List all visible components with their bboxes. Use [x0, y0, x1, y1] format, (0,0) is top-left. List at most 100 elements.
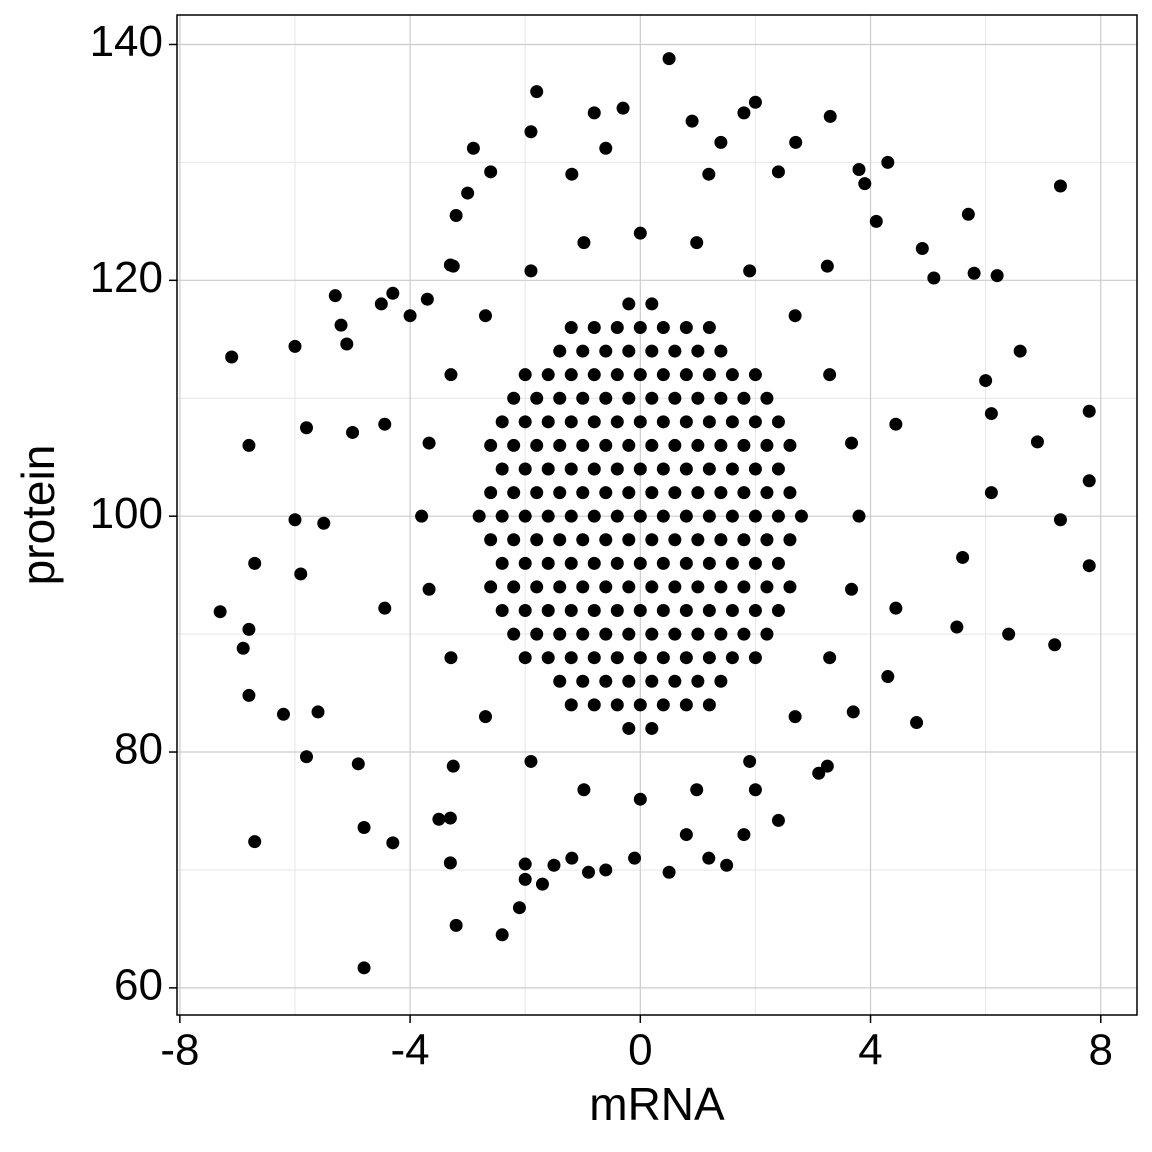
point [374, 297, 388, 311]
point [565, 167, 579, 181]
point [720, 858, 734, 872]
point [346, 425, 360, 439]
point [656, 415, 670, 429]
point [748, 556, 762, 570]
point [351, 757, 365, 771]
point [553, 533, 567, 547]
point [299, 421, 313, 435]
y-tick-label: 100 [90, 489, 163, 538]
point [386, 836, 400, 850]
point [403, 309, 417, 323]
point [622, 391, 636, 405]
x-tick-label: 8 [1088, 1026, 1112, 1075]
point [748, 651, 762, 665]
point [1013, 344, 1027, 358]
point [564, 651, 578, 665]
point [334, 318, 348, 332]
point [725, 604, 739, 618]
point [1002, 627, 1016, 641]
point [783, 438, 797, 452]
point [633, 651, 647, 665]
point [702, 462, 716, 476]
point [679, 415, 693, 429]
point [984, 407, 998, 421]
point [213, 605, 227, 619]
point [910, 716, 924, 730]
point [656, 509, 670, 523]
point [783, 486, 797, 500]
point [714, 486, 728, 500]
point [714, 627, 728, 641]
point [633, 509, 647, 523]
point [702, 415, 716, 429]
point [820, 759, 834, 773]
point [668, 486, 682, 500]
point [576, 391, 590, 405]
point [748, 604, 762, 618]
point [714, 533, 728, 547]
point [748, 95, 762, 109]
point [881, 670, 895, 684]
point [823, 109, 837, 123]
point [852, 162, 866, 176]
point [1082, 559, 1096, 573]
point [679, 509, 693, 523]
point [530, 391, 544, 405]
point [576, 344, 590, 358]
point [645, 580, 659, 594]
point [979, 374, 993, 388]
point [702, 321, 716, 334]
point [820, 259, 834, 273]
point [714, 391, 728, 405]
point [794, 509, 808, 523]
point [852, 509, 866, 523]
point [690, 236, 704, 250]
point [294, 567, 308, 581]
point [466, 141, 480, 155]
point [449, 918, 463, 932]
point [714, 438, 728, 452]
point [484, 580, 498, 594]
point [478, 710, 492, 724]
point [771, 415, 785, 429]
point [541, 556, 555, 570]
point [737, 533, 751, 547]
point [743, 264, 757, 278]
y-axis-label: protein [12, 445, 64, 586]
point [760, 391, 774, 405]
point [679, 368, 693, 382]
point [633, 226, 647, 240]
x-tick-label: 0 [628, 1026, 652, 1075]
point [622, 438, 636, 452]
point [518, 872, 532, 886]
point [610, 368, 624, 382]
point [317, 516, 331, 530]
point [691, 533, 705, 547]
point [378, 601, 392, 615]
point [823, 368, 837, 382]
point [771, 509, 785, 523]
point [645, 344, 659, 358]
point [242, 438, 256, 452]
point [737, 627, 751, 641]
point [789, 135, 803, 149]
point [553, 391, 567, 405]
point [576, 438, 590, 452]
point [771, 604, 785, 618]
point [530, 438, 544, 452]
point [444, 651, 458, 665]
point [691, 486, 705, 500]
point [1082, 404, 1096, 418]
point [576, 627, 590, 641]
point [507, 391, 521, 405]
point [737, 828, 751, 842]
point [622, 721, 636, 735]
point [564, 509, 578, 523]
point [679, 321, 693, 334]
point [915, 241, 929, 255]
point [823, 651, 837, 665]
point [518, 368, 532, 382]
point [668, 344, 682, 358]
point [530, 85, 544, 99]
point [444, 368, 458, 382]
